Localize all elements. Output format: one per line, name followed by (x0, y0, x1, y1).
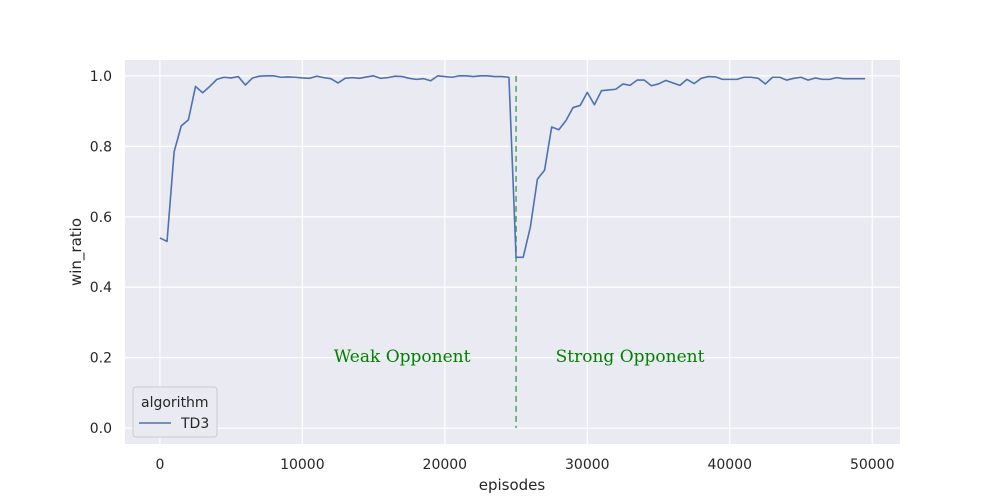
x-tick-label: 20000 (423, 457, 468, 473)
y-tick-label: 0.0 (90, 421, 112, 437)
y-gridlines (125, 75, 900, 429)
legend: algorithm TD3 (132, 386, 218, 438)
y-tick-label: 0.4 (90, 280, 112, 296)
x-tick-label: 40000 (707, 457, 752, 473)
x-axis-title: episodes (479, 476, 546, 494)
annotation-strong-opponent: Strong Opponent (556, 347, 705, 367)
series-line-td3 (159, 75, 866, 259)
x-tick-label: 10000 (280, 457, 325, 473)
y-axis-title: win_ratio (67, 218, 86, 286)
x-gridlines (159, 60, 873, 444)
plot-background (125, 60, 900, 444)
y-tick-label: 0.2 (90, 351, 112, 367)
annotation-weak-opponent: Weak Opponent (334, 347, 471, 367)
legend-title: algorithm (141, 395, 209, 411)
x-tick-label: 0 (155, 457, 164, 473)
legend-box (132, 386, 218, 438)
y-tick-labels: 0.0 0.2 0.4 0.6 0.8 1.0 (90, 69, 112, 437)
legend-label-td3: TD3 (180, 416, 209, 432)
x-tick-label: 50000 (850, 457, 895, 473)
x-tick-labels: 0 10000 20000 30000 40000 50000 (155, 457, 894, 473)
y-tick-label: 0.8 (90, 139, 112, 155)
x-tick-label: 30000 (565, 457, 610, 473)
y-tick-label: 1.0 (90, 69, 112, 85)
y-tick-label: 0.6 (90, 210, 112, 226)
